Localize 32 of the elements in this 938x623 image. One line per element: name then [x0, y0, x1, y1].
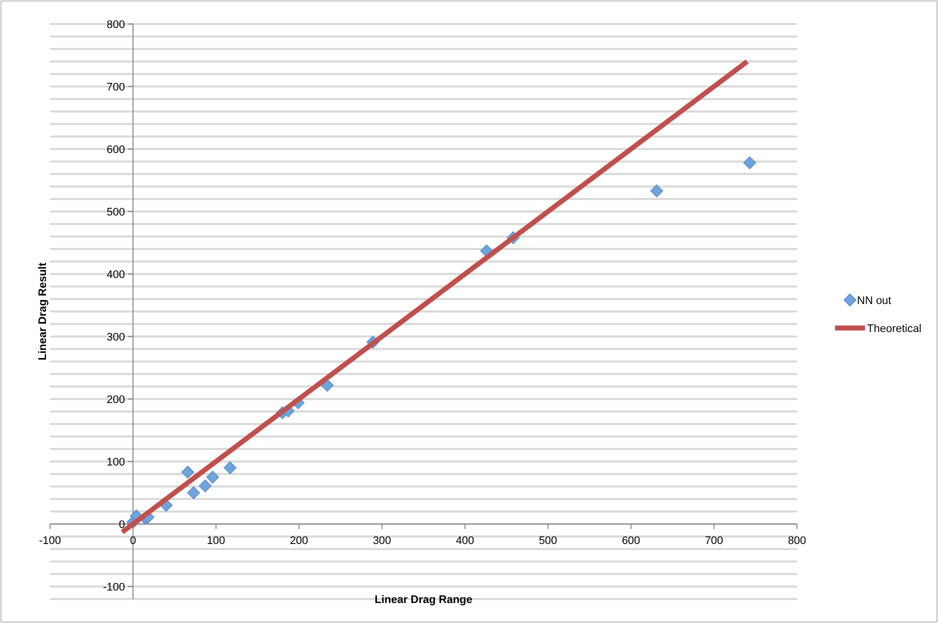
y-tick-label: -100 [102, 582, 125, 594]
y-tick-label: 100 [106, 456, 125, 468]
legend-label: NN out [857, 295, 892, 307]
x-tick-label: 200 [290, 535, 308, 547]
y-tick-label: 400 [106, 269, 125, 281]
x-tick-label: 0 [130, 535, 136, 547]
point [224, 461, 237, 474]
point [181, 466, 194, 479]
x-tick-label: 300 [372, 535, 392, 547]
y-axis-title: Linear Drag Result [37, 262, 49, 360]
point [650, 184, 664, 198]
y-tick-label: 500 [106, 206, 125, 218]
point [743, 156, 756, 170]
x-tick-label: 500 [538, 535, 558, 547]
point [206, 470, 220, 484]
y-tick-label: 700 [106, 82, 125, 94]
x-tick-label: 400 [456, 535, 474, 547]
y-tick-label: 800 [106, 19, 125, 31]
point [320, 378, 334, 392]
y-tick-label: 600 [106, 144, 125, 156]
point [187, 486, 200, 500]
y-tick-label: 0 [118, 519, 125, 531]
x-tick-label: 700 [704, 535, 724, 547]
x-tick-label: 100 [206, 535, 226, 547]
x-tick-label: -100 [38, 535, 62, 547]
legend-label: Theoretical [867, 323, 922, 335]
x-tick-label: 600 [622, 535, 640, 547]
y-tick-label: 200 [106, 394, 125, 406]
x-tick-label: 800 [788, 535, 806, 547]
x-axis-title: Linear Drag Range [374, 594, 472, 606]
y-tick-label: 300 [106, 332, 125, 344]
point [198, 479, 212, 492]
